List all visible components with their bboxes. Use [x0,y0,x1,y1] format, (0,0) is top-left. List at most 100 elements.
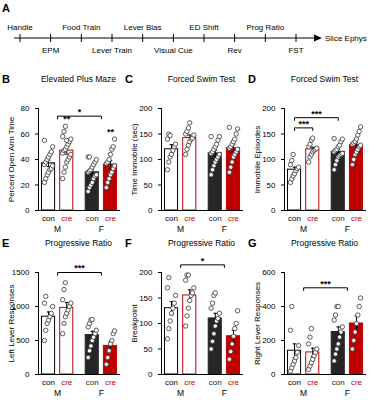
svg-text:cre: cre [307,214,319,223]
svg-text:100: 100 [262,155,276,164]
svg-text:Prog Ratio: Prog Ratio [246,23,284,32]
html-text:Elevated Plus Maze: Elevated Plus Maze [40,74,117,84]
svg-text:F: F [222,224,227,234]
svg-text:400: 400 [262,302,276,311]
svg-text:40: 40 [21,155,30,164]
svg-text:500: 500 [16,336,30,345]
svg-text:1000: 1000 [11,302,30,312]
html-text:C: C [125,73,133,85]
svg-text:EPM: EPM [42,46,60,55]
svg-text:Breakpoint: Breakpoint [130,304,139,343]
svg-text:cre: cre [307,378,319,387]
svg-text:100: 100 [139,319,153,328]
svg-text:con: con [165,378,178,387]
svg-text:*: * [201,256,205,266]
html-text:G: G [248,237,257,249]
html-text:Forced Swim Test: Forced Swim Test [290,74,359,84]
svg-text:0: 0 [148,370,153,379]
svg-text:***: *** [311,109,322,119]
svg-text:F: F [345,388,350,398]
svg-text:A: A [2,2,10,14]
svg-text:Slice Ephys: Slice Ephys [325,34,367,43]
svg-text:con: con [165,214,178,223]
html-text:Progressive Ratio: Progressive Ratio [291,238,358,248]
svg-text:con: con [288,214,301,223]
svg-text:F: F [222,388,227,398]
svg-text:M: M [54,224,61,234]
svg-text:Time Immobile (sec): Time Immobile (sec) [130,123,139,195]
svg-text:150: 150 [262,130,276,139]
svg-text:F: F [99,388,104,398]
svg-text:Food Train: Food Train [62,23,100,32]
svg-text:M: M [300,224,307,234]
svg-text:ED Shift: ED Shift [189,23,219,32]
svg-text:0: 0 [25,206,30,215]
svg-text:Left Lever Responses: Left Lever Responses [7,285,16,363]
svg-text:cre: cre [351,214,363,223]
svg-text:50: 50 [144,181,153,190]
svg-text:0: 0 [271,206,276,215]
svg-text:Percent Open Arm Time: Percent Open Arm Time [7,116,16,202]
svg-text:cre: cre [184,378,196,387]
svg-text:200: 200 [139,268,153,277]
svg-text:200: 200 [262,336,276,345]
svg-text:50: 50 [267,181,276,190]
svg-text:Right Lever Responses: Right Lever Responses [253,282,262,365]
svg-text:0: 0 [271,370,276,379]
svg-text:**: ** [107,127,115,137]
html-text:Progressive Ratio: Progressive Ratio [45,238,112,248]
svg-text:**: ** [63,114,71,124]
svg-text:cre: cre [105,214,117,223]
svg-text:***: *** [320,279,331,289]
svg-text:100: 100 [139,155,153,164]
svg-text:cre: cre [61,214,73,223]
svg-text:150: 150 [139,130,153,139]
svg-text:600: 600 [262,268,276,277]
svg-text:50: 50 [144,345,153,354]
svg-text:0: 0 [25,370,30,379]
html-text:B: B [2,73,10,85]
svg-text:200: 200 [262,104,276,113]
svg-text:cre: cre [61,378,73,387]
svg-text:Immobile Episodes: Immobile Episodes [253,126,262,194]
svg-text:cre: cre [184,214,196,223]
svg-text:***: *** [298,119,309,129]
svg-text:cre: cre [228,378,240,387]
svg-text:0: 0 [148,206,153,215]
svg-text:FST: FST [288,46,303,55]
svg-text:Visual Cue: Visual Cue [154,46,193,55]
svg-text:con: con [42,378,55,387]
svg-text:con: con [209,378,222,387]
svg-text:80: 80 [21,104,30,113]
svg-text:con: con [86,378,99,387]
svg-text:con: con [209,214,222,223]
svg-text:M: M [177,388,184,398]
html-text:Progressive Ratio: Progressive Ratio [168,238,235,248]
html-text:Forced Swim Test: Forced Swim Test [167,74,236,84]
svg-text:F: F [99,224,104,234]
svg-text:60: 60 [21,130,30,139]
svg-text:cre: cre [228,214,240,223]
svg-text:F: F [345,224,350,234]
svg-text:Lever Bias: Lever Bias [124,23,162,32]
svg-text:con: con [288,378,301,387]
svg-text:Rev: Rev [228,46,242,55]
svg-text:M: M [300,388,307,398]
svg-text:con: con [332,378,345,387]
svg-text:cre: cre [105,378,117,387]
svg-text:con: con [86,214,99,223]
svg-text:150: 150 [139,294,153,303]
svg-text:*: * [78,107,82,117]
svg-text:Lever Train: Lever Train [92,46,132,55]
svg-text:1500: 1500 [12,268,30,277]
html-text:D: D [248,73,256,85]
svg-text:con: con [332,214,345,223]
svg-text:20: 20 [21,181,30,190]
svg-text:con: con [42,214,55,223]
svg-text:Handle: Handle [7,23,33,32]
svg-text:cre: cre [351,378,363,387]
svg-text:M: M [54,388,61,398]
svg-text:M: M [177,224,184,234]
svg-text:200: 200 [139,104,153,113]
svg-text:***: *** [74,263,85,273]
